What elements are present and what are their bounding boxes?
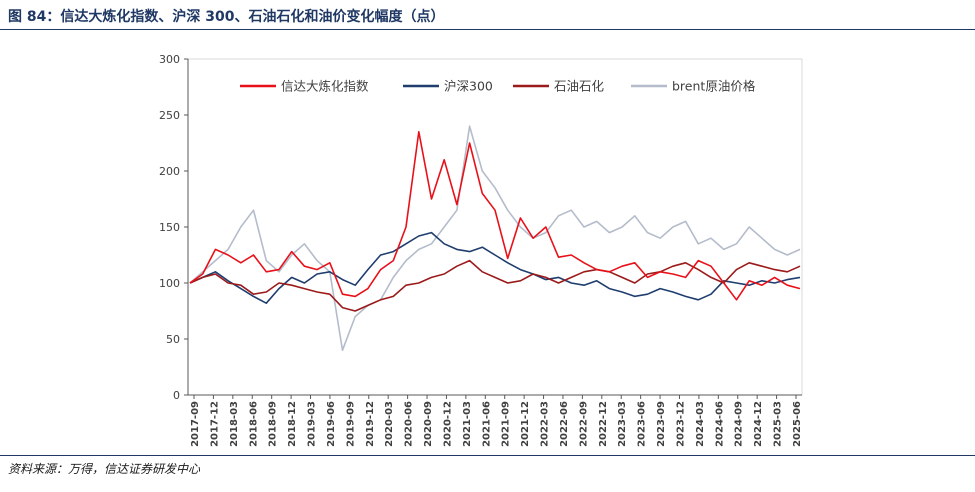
x-tick-label: 2022-09 — [578, 401, 589, 447]
y-tick-label: 0 — [173, 389, 180, 402]
y-tick-label: 100 — [159, 277, 180, 290]
legend-label-3: brent原油价格 — [672, 79, 756, 94]
x-tick-label: 2023-12 — [675, 401, 686, 447]
x-tick-label: 2022-03 — [540, 401, 551, 447]
x-tick-label: 2017-12 — [209, 401, 220, 447]
x-tick-label: 2019-12 — [365, 401, 376, 447]
y-tick-label: 150 — [159, 221, 180, 234]
x-tick-label: 2020-03 — [384, 401, 395, 447]
x-tick-label: 2024-03 — [695, 401, 706, 447]
x-tick-label: 2019-03 — [307, 401, 318, 447]
title-divider — [0, 29, 975, 30]
x-tick-label: 2018-09 — [268, 401, 279, 447]
y-tick-label: 50 — [166, 333, 180, 346]
x-tick-label: 2023-03 — [617, 401, 628, 447]
series-line-1 — [189, 231, 801, 305]
x-tick-label: 2018-06 — [248, 401, 259, 447]
x-tick-label: 2021-06 — [481, 401, 492, 447]
y-tick-label: 300 — [159, 53, 180, 66]
x-tick-label: 2023-09 — [656, 401, 667, 447]
y-tick-label: 200 — [159, 165, 180, 178]
plot-area-border — [187, 58, 803, 396]
legend-label-1: 沪深300 — [444, 79, 493, 94]
x-tick-label: 2024-12 — [753, 401, 764, 447]
figure-title: 图 84：信达大炼化指数、沪深 300、石油石化和油价变化幅度（点） — [8, 9, 445, 25]
x-tick-label: 2019-06 — [326, 401, 337, 447]
source-divider — [0, 455, 975, 456]
series-line-2 — [189, 259, 801, 312]
x-tick-label: 2024-06 — [714, 401, 725, 447]
x-tick-label: 2022-06 — [559, 401, 570, 447]
x-tick-label: 2019-09 — [345, 401, 356, 447]
x-tick-label: 2018-12 — [287, 401, 298, 447]
x-tick-label: 2020-12 — [442, 401, 453, 447]
x-tick-label: 2021-09 — [501, 401, 512, 447]
legend-label-2: 石油石化 — [554, 79, 605, 94]
x-tick-label: 2025-03 — [773, 401, 784, 447]
x-tick-label: 2018-03 — [229, 401, 240, 447]
x-tick-label: 2017-09 — [190, 401, 201, 447]
x-tick-label: 2022-12 — [598, 401, 609, 447]
legend-label-0: 信达大炼化指数 — [281, 79, 369, 94]
x-tick-label: 2021-03 — [462, 401, 473, 447]
x-tick-label: 2023-06 — [637, 401, 648, 447]
series-line-0 — [189, 131, 801, 301]
x-tick-label: 2020-09 — [423, 401, 434, 447]
x-tick-label: 2020-06 — [404, 401, 415, 447]
y-tick-label: 250 — [159, 109, 180, 122]
x-tick-label: 2025-06 — [792, 401, 803, 447]
line-chart: 0 50 100 150 200 250 300 2017-09 2017-12 2018-03… — [159, 53, 803, 447]
source-note: 资料来源：万得，信达证券研发中心 — [8, 462, 201, 476]
series-line-3 — [189, 125, 801, 352]
x-tick-label: 2024-09 — [734, 401, 745, 447]
x-tick-label: 2021-12 — [520, 401, 531, 447]
